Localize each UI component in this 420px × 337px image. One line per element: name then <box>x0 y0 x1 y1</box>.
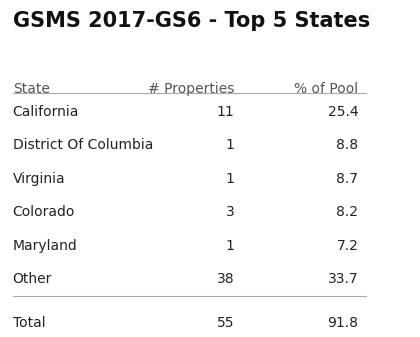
Text: Colorado: Colorado <box>13 205 75 219</box>
Text: 33.7: 33.7 <box>328 272 358 286</box>
Text: % of Pool: % of Pool <box>294 82 358 96</box>
Text: 11: 11 <box>217 105 234 119</box>
Text: Maryland: Maryland <box>13 239 77 253</box>
Text: 1: 1 <box>226 172 234 186</box>
Text: 1: 1 <box>226 239 234 253</box>
Text: District Of Columbia: District Of Columbia <box>13 139 153 152</box>
Text: Virginia: Virginia <box>13 172 65 186</box>
Text: 91.8: 91.8 <box>327 315 358 330</box>
Text: 8.7: 8.7 <box>336 172 358 186</box>
Text: GSMS 2017-GS6 - Top 5 States: GSMS 2017-GS6 - Top 5 States <box>13 11 370 31</box>
Text: 55: 55 <box>217 315 234 330</box>
Text: 7.2: 7.2 <box>336 239 358 253</box>
Text: Other: Other <box>13 272 52 286</box>
Text: 38: 38 <box>217 272 234 286</box>
Text: 1: 1 <box>226 139 234 152</box>
Text: Total: Total <box>13 315 45 330</box>
Text: State: State <box>13 82 50 96</box>
Text: # Properties: # Properties <box>148 82 234 96</box>
Text: 8.2: 8.2 <box>336 205 358 219</box>
Text: 8.8: 8.8 <box>336 139 358 152</box>
Text: 3: 3 <box>226 205 234 219</box>
Text: California: California <box>13 105 79 119</box>
Text: 25.4: 25.4 <box>328 105 358 119</box>
